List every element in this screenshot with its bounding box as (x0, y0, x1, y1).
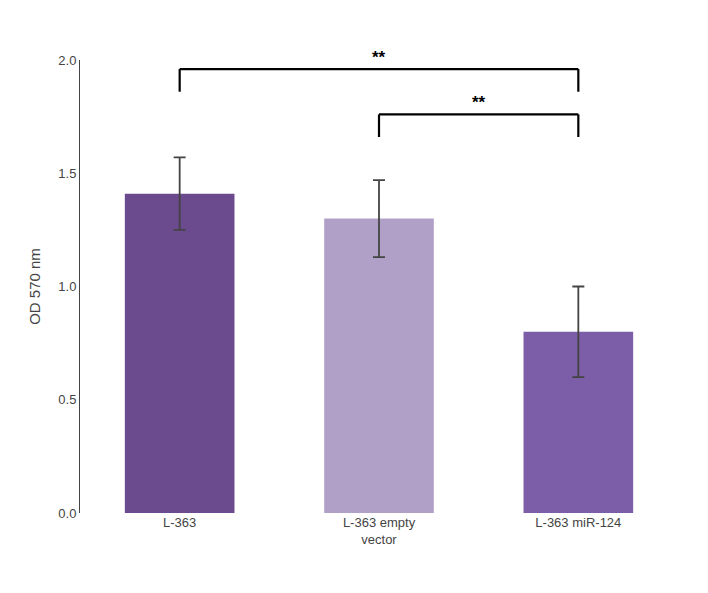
svg-text:1.5: 1.5 (58, 166, 76, 181)
svg-text:L-363: L-363 (163, 515, 196, 530)
svg-text:**: ** (372, 48, 386, 67)
svg-text:L-363 miR-124: L-363 miR-124 (535, 515, 621, 530)
svg-text:L-363 emptyvector: L-363 emptyvector (343, 515, 416, 547)
svg-text:OD 570 nm: OD 570 nm (26, 248, 43, 325)
svg-text:2.0: 2.0 (58, 53, 76, 68)
svg-text:**: ** (472, 93, 486, 112)
svg-text:0.5: 0.5 (58, 392, 76, 407)
svg-text:1.0: 1.0 (58, 279, 76, 294)
svg-text:0.0: 0.0 (58, 506, 76, 521)
